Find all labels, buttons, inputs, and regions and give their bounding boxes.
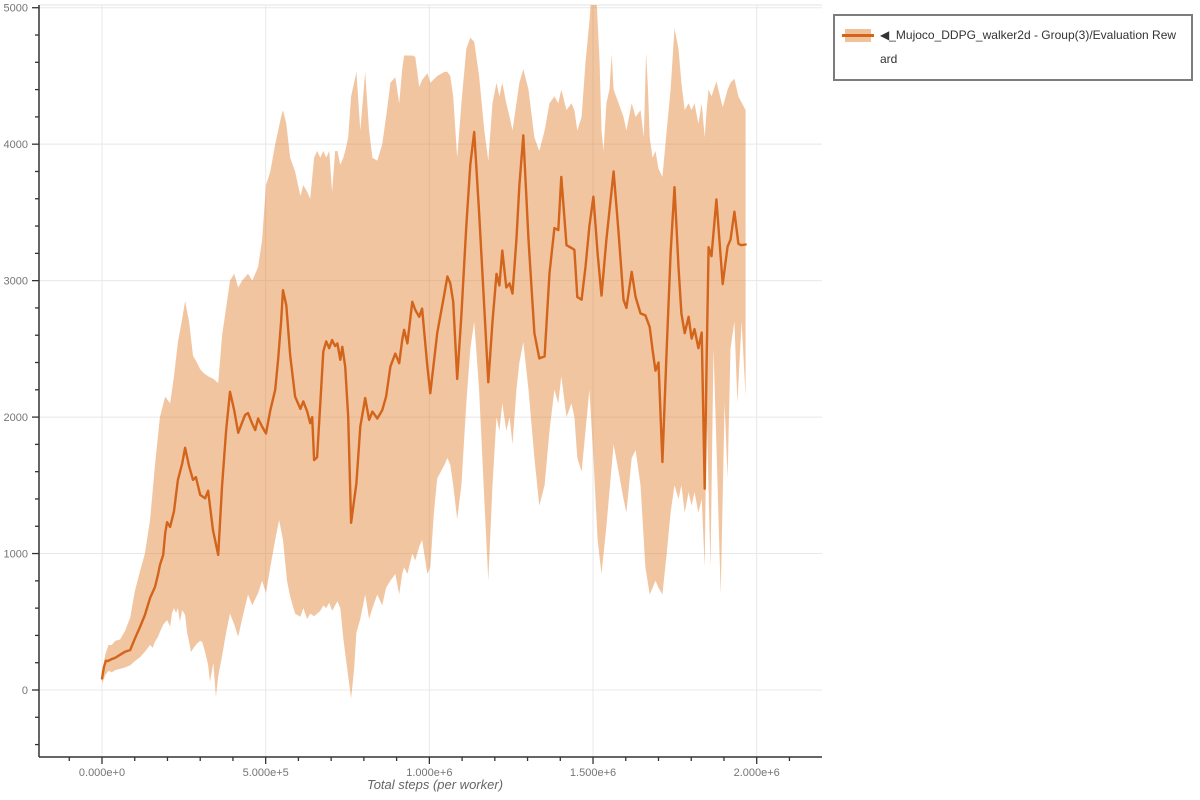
x-tick-label: 2.000e+6 [734, 767, 780, 779]
series-line[interactable] [100, 130, 747, 680]
x-axis-title: Total steps (per worker) [366, 777, 504, 792]
y-tick-label: 4000 [4, 139, 28, 151]
legend-line-icon [842, 34, 874, 37]
legend-series-label[interactable]: ◀_Mujoco_DDPG_walker2d - Group(3)/Evalua… [880, 23, 1181, 71]
legend-series-name: _Mujoco_DDPG_walker2d - Group(3)/Evaluat… [880, 28, 1177, 66]
legend-series-swatch-icon [842, 29, 874, 42]
x-tick-label: 5.000e+5 [243, 767, 289, 779]
x-tick-label: 1.000e+6 [406, 767, 452, 779]
y-tick-label: 1000 [4, 549, 28, 561]
y-tick-label: 3000 [4, 276, 28, 288]
tick-labels: 0 1000 2000 3000 4000 5000 0.000e+0 5.000e+5 1.0… [4, 3, 780, 779]
collapse-triangle-icon: ◀ [880, 28, 890, 42]
y-tick-label: 0 [22, 685, 28, 697]
series-layer [100, 5, 747, 699]
x-tick-label: 0.000e+0 [79, 767, 125, 779]
y-tick-label: 2000 [4, 412, 28, 424]
legend[interactable]: ◀_Mujoco_DDPG_walker2d - Group(3)/Evalua… [833, 14, 1193, 81]
axis-ticks [32, 7, 791, 764]
x-tick-label: 1.500e+6 [570, 767, 616, 779]
grid-lines [39, 4, 822, 757]
y-tick-label: 5000 [4, 3, 28, 15]
confidence-band [102, 5, 746, 699]
